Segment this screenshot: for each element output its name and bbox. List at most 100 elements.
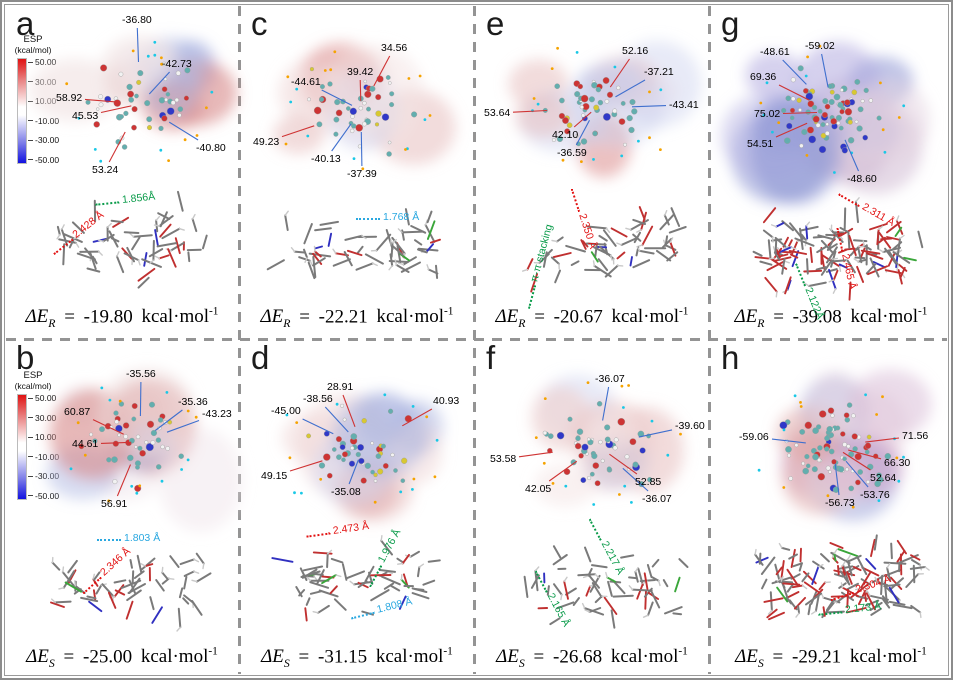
- colorbar-tick: 50.00: [28, 394, 59, 403]
- energy-equation: ΔES = -26.68 kcal·mol-1: [496, 645, 688, 670]
- panel-h: h -59.06 71.56 66.30 52.64 -53.76 -56.73…: [711, 339, 951, 678]
- stick-model: [522, 206, 687, 293]
- esp-value-label: -42.73: [162, 58, 192, 70]
- esp-value-label: -48.60: [847, 173, 877, 185]
- esp-value-label: 60.87: [64, 406, 91, 418]
- colorbar-tick: -50.00: [28, 155, 59, 165]
- esp-value-label: -38.56: [303, 393, 333, 405]
- delta-e-symbol: ΔER: [25, 306, 56, 330]
- delta-e-symbol: ΔES: [735, 646, 764, 670]
- energy-unit: kcal·mol-1: [141, 305, 219, 328]
- esp-value-label: 28.91: [327, 381, 354, 393]
- esp-value-label: -44.61: [291, 76, 321, 88]
- esp-value-label: 58.92: [56, 92, 83, 104]
- esp-value-label: 39.42: [347, 66, 374, 78]
- esp-value-label: -40.80: [196, 142, 226, 154]
- energy-equation: ΔER = -20.67 kcal·mol-1: [495, 305, 689, 330]
- energy-unit: kcal·mol-1: [376, 305, 454, 328]
- esp-value-label: 42.10: [552, 129, 579, 141]
- delta-e-symbol: ΔES: [496, 646, 525, 670]
- esp-value-label: 53.58: [490, 453, 517, 465]
- colorbar-tick: -30.00: [28, 136, 59, 145]
- energy-equation: ΔES = -31.15 kcal·mol-1: [261, 645, 453, 670]
- panel-letter: c: [251, 5, 268, 42]
- stick-model: [752, 197, 924, 301]
- energy-unit: kcal·mol-1: [850, 305, 928, 328]
- energy-unit: kcal·mol-1: [849, 645, 927, 668]
- energy-value: -29.21: [792, 646, 842, 668]
- esp-value-label: 69.36: [750, 71, 777, 83]
- esp-value-label: 54.51: [747, 138, 774, 150]
- esp-surface: [30, 36, 238, 163]
- esp-value-label: 66.30: [884, 457, 911, 469]
- panel-letter: g: [721, 5, 740, 42]
- esp-value-label: 49.23: [253, 136, 280, 148]
- esp-value-label: 45.53: [72, 110, 99, 122]
- energy-value: -19.80: [83, 306, 133, 328]
- colorbar-tick: -50.00: [28, 491, 59, 501]
- esp-surface: [720, 41, 931, 205]
- esp-value-label: -45.00: [271, 405, 301, 417]
- energy-equation: ΔES = -25.00 kcal·mol-1: [26, 645, 218, 670]
- esp-value-label: 49.15: [261, 470, 288, 482]
- stick-model: [754, 534, 930, 621]
- panel-f: f -36.07 -39.60 53.58 52.85 42.05 -36.07…: [476, 339, 708, 678]
- colorbar-title: ESP: [23, 370, 43, 381]
- esp-value-label: -59.02: [805, 40, 835, 52]
- esp-value-label: -35.36: [178, 396, 208, 408]
- esp-surface: [272, 42, 456, 171]
- distance-label: 1.803 Å: [96, 532, 161, 544]
- stick-model: [266, 208, 441, 280]
- esp-value-label: 56.91: [101, 498, 128, 510]
- esp-value-label: 52.64: [870, 472, 897, 484]
- panel-d: d 28.91 -38.56 -45.00 40.93 49.15 -35.08…: [241, 339, 473, 678]
- esp-value-label: -35.56: [126, 368, 156, 380]
- colorbar-tick: 10.00: [28, 433, 59, 442]
- esp-value-label: 34.56: [381, 42, 408, 54]
- esp-value-label: -40.13: [311, 153, 341, 165]
- esp-value-label: -39.60: [675, 420, 705, 432]
- esp-value-label: 52.85: [635, 476, 662, 488]
- stick-model: [271, 534, 441, 622]
- panel-letter: b: [16, 339, 35, 376]
- colorbar-gradient: [17, 58, 27, 164]
- esp-value-label: -37.39: [347, 168, 377, 180]
- colorbar-tick: 30.00: [28, 413, 59, 423]
- delta-e-symbol: ΔES: [261, 646, 290, 670]
- esp-surface: [508, 40, 702, 178]
- stick-model: [56, 190, 208, 289]
- energy-value: -20.67: [553, 306, 603, 328]
- esp-value-label: -36.07: [642, 493, 672, 505]
- panel-a: a ESP (kcal/mol) 50.00 30.00 10.00 -10.0…: [6, 5, 238, 338]
- esp-value-label: 53.64: [484, 107, 511, 119]
- esp-value-label: 75.02: [754, 108, 781, 120]
- colorbar-gradient: [17, 394, 27, 500]
- distance-label: 1.768 Å: [355, 211, 420, 223]
- energy-value: -25.00: [83, 646, 133, 668]
- energy-equation: ΔER = -19.80 kcal·mol-1: [25, 305, 219, 330]
- panel-e: e 52.16 -37.21 53.64 -43.41 42.10 -36.59…: [476, 5, 708, 338]
- delta-e-symbol: ΔER: [495, 306, 526, 330]
- energy-unit: kcal·mol-1: [375, 645, 453, 668]
- esp-value-label: -36.07: [595, 373, 625, 385]
- energy-value: -26.68: [553, 646, 603, 668]
- panel-g: g -48.61 -59.02 69.36 75.02 54.51 -48.60…: [711, 5, 951, 338]
- colorbar-tick: -10.00: [28, 452, 59, 462]
- esp-value-label: 52.16: [622, 45, 649, 57]
- delta-e-symbol: ΔER: [734, 306, 765, 330]
- panel-letter: h: [721, 339, 740, 376]
- esp-surface: [46, 368, 243, 532]
- energy-value: -31.15: [318, 646, 368, 668]
- panel-letter: e: [486, 5, 505, 42]
- esp-value-label: 44.61: [72, 438, 99, 450]
- colorbar-title: ESP: [23, 34, 43, 45]
- esp-value-label: -43.41: [669, 99, 699, 111]
- colorbar-tick: -10.00: [28, 116, 59, 126]
- energy-unit: kcal·mol-1: [610, 645, 688, 668]
- esp-value-label: -36.80: [122, 14, 152, 26]
- energy-unit: kcal·mol-1: [140, 645, 218, 668]
- colorbar-units: (kcal/mol): [14, 45, 52, 55]
- colorbar-units: (kcal/mol): [14, 381, 52, 391]
- energy-equation: ΔER = -22.21 kcal·mol-1: [260, 305, 454, 330]
